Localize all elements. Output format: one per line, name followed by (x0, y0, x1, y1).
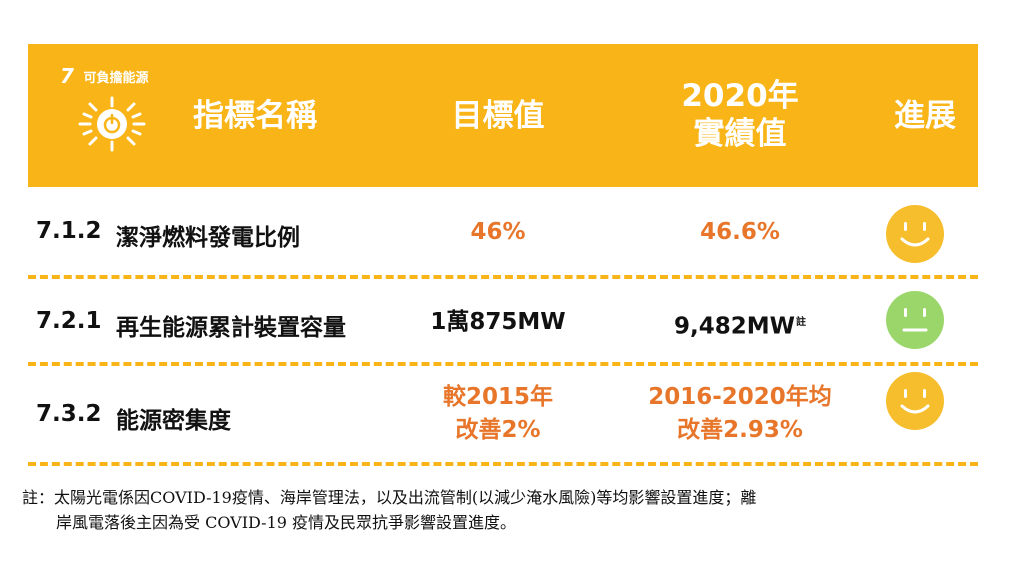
column-header-name: 指標名稱 (193, 98, 317, 134)
indicator-code: 7.1.2 (36, 218, 102, 244)
table-row: 7.3.2 能源密集度 較2015年 改善2% 2016-2020年均 改善2.… (28, 364, 978, 464)
target-value-line2: 改善2% (455, 417, 541, 443)
column-header-actual: 2020年 實績值 (650, 77, 830, 153)
footnote-line2: 岸風電落後主因為受 COVID-19 疫情及民眾抗爭影響設置進度。 (56, 513, 517, 532)
table-header: 7 可負擔能源 指標名稱 目標值 2020年 實績值 進展 (28, 44, 978, 187)
target-value: 1萬875MW (430, 309, 566, 335)
actual-value: 2016-2020年均 改善2.93% (640, 381, 840, 447)
smiling-face-icon (886, 205, 944, 263)
row-divider (28, 362, 978, 366)
column-header-progress: 進展 (894, 98, 956, 134)
actual-value-line2: 改善2.93% (677, 417, 803, 443)
indicator-name: 再生能源累計裝置容量 (116, 315, 346, 341)
indicator-name: 能源密集度 (116, 408, 231, 434)
neutral-face-icon (886, 291, 944, 349)
sdg-number: 7 (60, 64, 74, 88)
column-header-actual-line1: 2020年 (681, 78, 799, 114)
indicator-code: 7.2.1 (36, 308, 102, 334)
actual-value: 46.6% (700, 219, 780, 245)
smiling-face-icon (886, 372, 944, 430)
footnote: 註：太陽光電係因COVID-19疫情、海岸管理法，以及出流管制(以減少淹水風險)… (22, 485, 1012, 535)
sdg-label: 7 可負擔能源 (60, 64, 149, 88)
column-header-target: 目標值 (451, 98, 545, 134)
footnote-line1: 註：太陽光電係因COVID-19疫情、海岸管理法，以及出流管制(以減少淹水風險)… (22, 488, 757, 507)
actual-value-line1: 2016-2020年均 (648, 384, 832, 410)
target-value-line1: 較2015年 (442, 384, 553, 410)
table-row: 7.1.2 潔淨燃料發電比例 46% 46.6% (28, 190, 978, 278)
target-value: 46% (470, 219, 526, 245)
column-header-actual-line2: 實績值 (693, 116, 787, 152)
table-row: 7.2.1 再生能源累計裝置容量 1萬875MW 9,482MW註 (28, 278, 978, 364)
actual-value-text: 9,482MW (673, 313, 795, 340)
row-divider (28, 275, 978, 279)
sdg-title: 可負擔能源 (83, 70, 149, 86)
sun-power-icon (78, 96, 146, 152)
row-divider (28, 462, 978, 466)
indicator-code: 7.3.2 (36, 401, 102, 427)
indicator-name: 潔淨燃料發電比例 (116, 225, 300, 251)
target-value: 較2015年 改善2% (408, 381, 588, 447)
note-mark: 註 (796, 317, 806, 328)
actual-value: 9,482MW註 (640, 306, 840, 344)
